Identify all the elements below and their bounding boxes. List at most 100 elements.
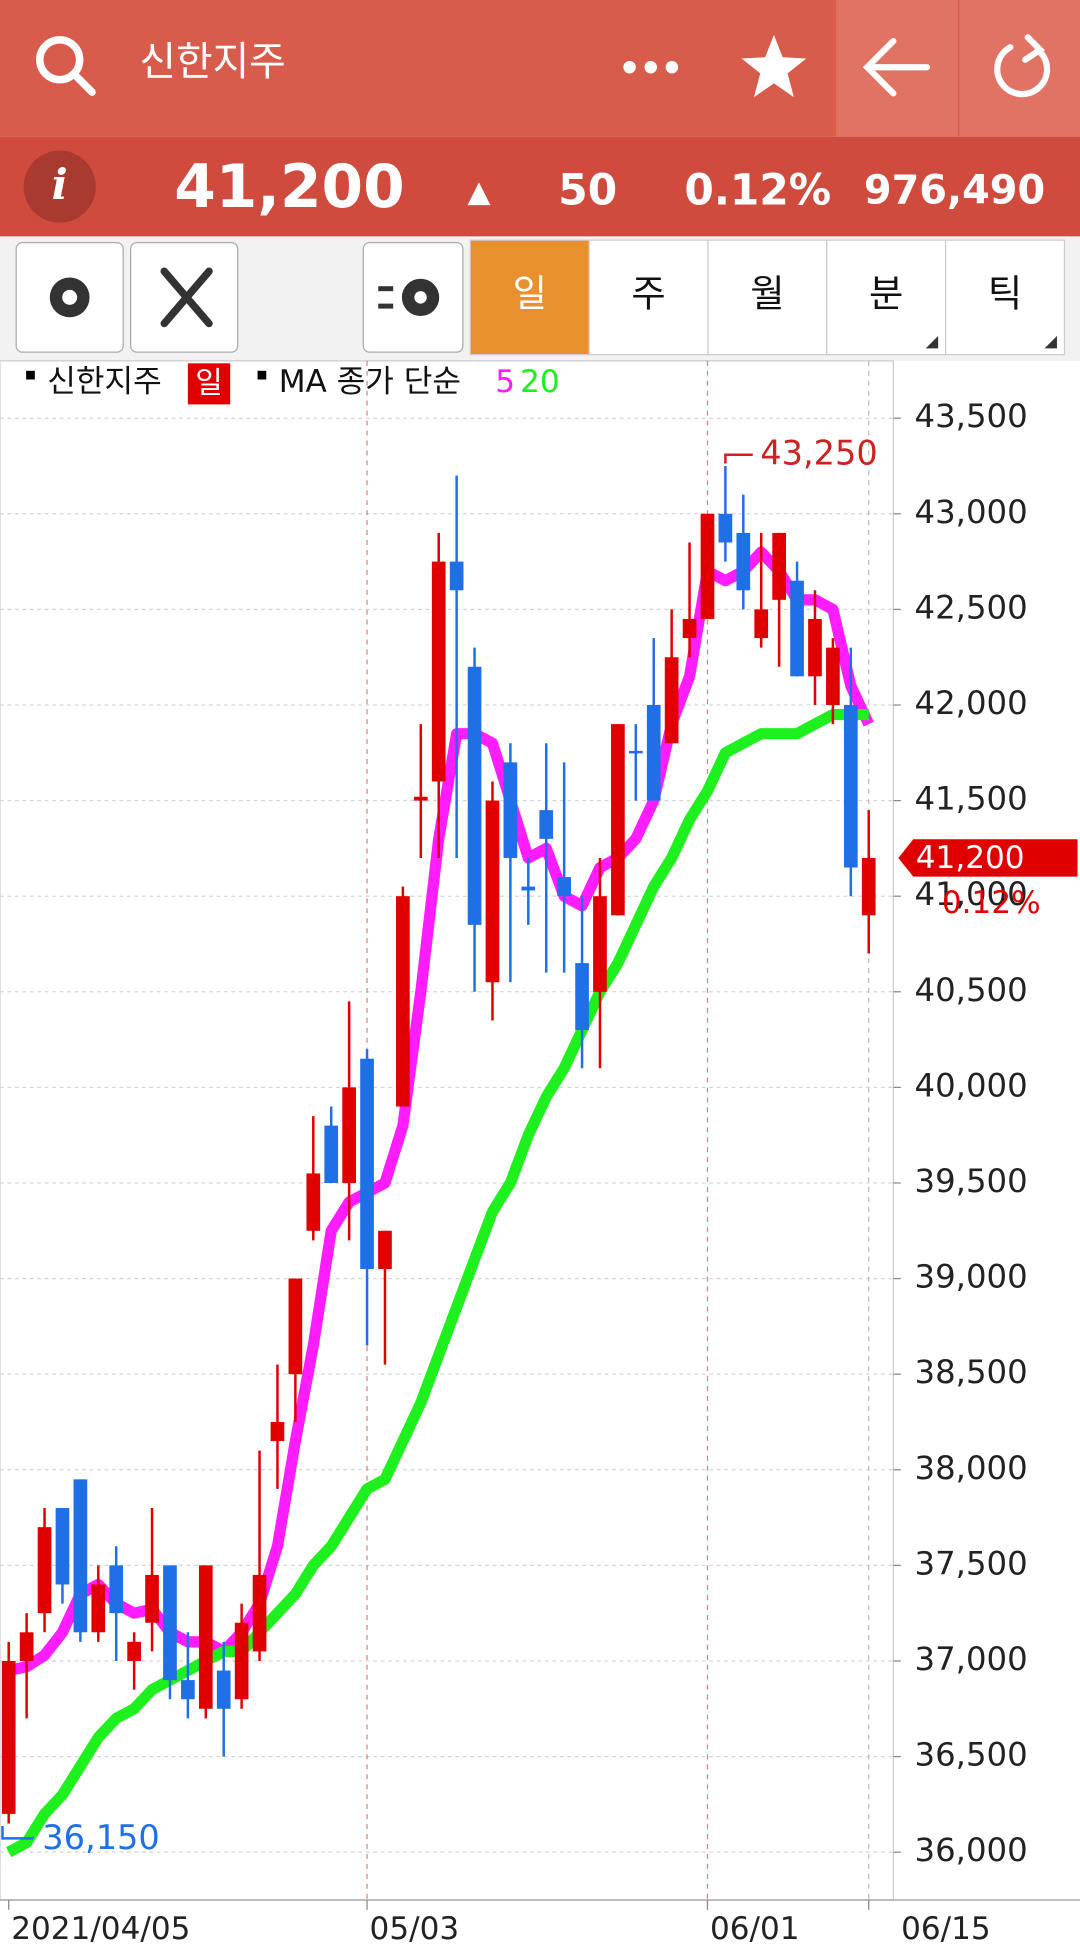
y-tick-label: 40,500 [915, 971, 1028, 1009]
tab[interactable] [826, 239, 947, 356]
candle-body [378, 1230, 392, 1270]
candle-body [467, 666, 482, 925]
direction: ▲ [468, 174, 491, 209]
y-tick-label: 37,500 [915, 1544, 1028, 1582]
indicator-icon [378, 278, 440, 317]
volume: 976,490 [864, 167, 1045, 213]
candle-body [682, 618, 697, 639]
refresh-icon[interactable] [994, 34, 1051, 98]
quote-bar [0, 136, 1080, 237]
stock-title[interactable]: 신한지주 [139, 39, 285, 85]
candle-body [37, 1527, 52, 1614]
candle-body [790, 580, 804, 677]
tab-label: 틱 [988, 272, 1022, 316]
candle-body [593, 896, 607, 992]
candle-body [360, 1058, 374, 1270]
candle-body [55, 1508, 70, 1585]
y-tick-label: 38,000 [915, 1449, 1028, 1487]
price-tag [898, 839, 1078, 877]
y-tick-label: 39,500 [915, 1162, 1028, 1200]
tab-label: 주 [631, 272, 665, 316]
y-tick-label: 40,000 [915, 1066, 1028, 1104]
candle-body [772, 532, 786, 600]
candle-body [324, 1125, 339, 1183]
candle-body [342, 1087, 356, 1183]
chart: 36,000 36,500 37,000 37,500 38,000 38,500 39,0… [0, 360, 1080, 1947]
candle-body [808, 618, 822, 677]
candle-body [503, 762, 518, 858]
price-tag-change: 0.12% [942, 885, 1041, 921]
tab[interactable] [469, 239, 590, 356]
refresh-button-bg[interactable] [959, 0, 1080, 137]
tab[interactable] [707, 239, 828, 356]
candle-body [1, 1660, 16, 1814]
candle-body [449, 561, 464, 591]
tools-icon [160, 267, 213, 328]
candle-body [843, 704, 858, 868]
x-tick-label: 05/03 [370, 1911, 460, 1947]
price: 41,200 [174, 153, 404, 222]
legend-entry: 5 [495, 364, 515, 400]
candle-body [539, 810, 554, 839]
price-tag-label: 41,200 [916, 840, 1025, 876]
ma-line [6, 708, 869, 1858]
high-label: 43,250 [760, 433, 878, 472]
y-tick-label: 42,500 [915, 588, 1028, 626]
back-icon[interactable] [862, 37, 931, 97]
y-tick-label: 36,000 [915, 1831, 1028, 1869]
y-tick-label: 41,000 [915, 875, 1028, 913]
y-tick-label: 41,500 [915, 780, 1028, 818]
candle-body [861, 857, 876, 916]
candle-body [109, 1565, 124, 1614]
candle-body [234, 1622, 249, 1700]
tab-label: 월 [750, 272, 784, 316]
candle-body [557, 877, 571, 897]
y-tick-label: 37,000 [915, 1640, 1028, 1678]
candle-body [664, 657, 679, 744]
candle-body [718, 513, 733, 543]
candle-body [288, 1278, 303, 1375]
x-tick-label: 2021/04/05 [11, 1911, 190, 1947]
tab[interactable] [945, 239, 1066, 356]
candle-body [270, 1421, 285, 1442]
y-tick-label: 36,500 [915, 1736, 1028, 1774]
favorite-icon[interactable] [741, 34, 807, 98]
candle-body [413, 796, 428, 801]
high-arrow [724, 453, 753, 464]
change-pct: 0.12% [684, 165, 831, 214]
candle-body [252, 1574, 267, 1652]
legend-entry: 20 [520, 364, 560, 400]
y-tick-label: 43,500 [915, 397, 1028, 435]
more-icon[interactable] [623, 60, 679, 74]
candle-body [521, 886, 536, 891]
candle-body [754, 609, 769, 639]
search-icon[interactable] [36, 36, 96, 96]
settings-icon [49, 277, 90, 318]
change: 50 [558, 165, 617, 214]
candle-body [646, 704, 661, 801]
candle-body [611, 724, 625, 916]
candle-body [181, 1680, 195, 1700]
candle-body [396, 896, 410, 1107]
info-button[interactable] [23, 150, 96, 223]
x-tick-label: 06/01 [710, 1911, 800, 1947]
y-tick-label: 42,000 [915, 684, 1028, 722]
info-icon: i [52, 159, 68, 209]
candle-body [826, 647, 840, 705]
legend-marker [257, 370, 267, 380]
y-tick-label: 38,500 [915, 1353, 1028, 1391]
tab-label: 분 [869, 272, 903, 316]
legend-name: 신한지주 [47, 364, 161, 400]
candle-body [198, 1565, 213, 1709]
legend-ma: MA 종가 단순 [279, 364, 461, 400]
candle-body [736, 532, 751, 591]
legend-marker [26, 370, 35, 380]
candle-body [575, 963, 589, 1031]
candle-body [700, 513, 715, 619]
candle-body [628, 750, 643, 754]
y-tick-label: 43,000 [915, 493, 1028, 531]
candle-body [163, 1565, 177, 1681]
